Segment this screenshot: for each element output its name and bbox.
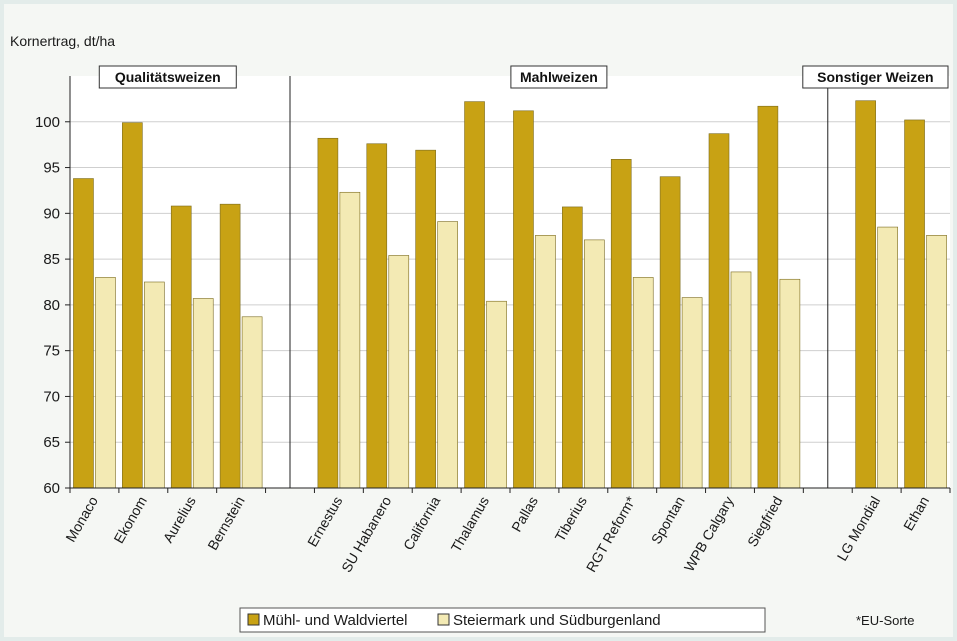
legend-box	[239, 607, 766, 633]
group-header-label: Qualitätsweizen	[115, 69, 221, 85]
bar-series-1-wpb-calgary	[708, 133, 730, 489]
legend-label-series-1: Mühl- und Waldviertel	[263, 612, 408, 629]
bar-series-2-tiberius	[584, 239, 605, 489]
y-tick-label: 95	[43, 160, 60, 177]
group-header-box	[98, 65, 237, 89]
y-axis-label: Kornertrag, dt/ha	[10, 33, 115, 49]
x-tick-label: Thalamus	[448, 494, 493, 555]
y-tick-label: 65	[43, 434, 60, 451]
legend-swatch-series-2	[437, 613, 450, 626]
y-tick-label: 90	[43, 205, 60, 222]
x-tick-label: SU Habanero	[338, 493, 394, 575]
bar-series-1-bernstein	[219, 203, 241, 489]
chart: Kornertrag, dt/ha 60 65 70 75 80 85 90 95 100 Mo…	[10, 33, 951, 633]
x-tick-label: Bernstein	[204, 494, 247, 553]
bar-series-1-tiberius	[562, 206, 583, 489]
x-tick-label: Ekonom	[110, 494, 150, 546]
x-tick-label: Ernestus	[304, 494, 345, 550]
group-separators	[289, 76, 829, 488]
bar-series-1-siegfried	[757, 105, 779, 489]
y-tick-label: 70	[43, 388, 60, 405]
bar-series-2-wpb-calgary	[730, 271, 752, 489]
bar-series-1-ekonom	[122, 122, 143, 489]
bar-series-2-lg-mondial	[877, 226, 898, 489]
bar-series-1-monaco	[73, 178, 94, 489]
bar-series-2-california	[437, 221, 458, 489]
y-tick-label: 100	[35, 114, 60, 131]
bar-series-2-ethan	[926, 235, 947, 489]
bar-series-2-bernstein	[241, 316, 263, 489]
bar-series-1-lg-mondial	[855, 100, 876, 489]
x-tick-label: Siegfried	[744, 494, 785, 550]
group-headers: Qualitätsweizen Mahlweizen Sonstiger Weize…	[98, 65, 949, 89]
y-tick-label: 85	[43, 251, 60, 268]
group-header-label: Mahlweizen	[520, 69, 598, 85]
y-tick-label: 80	[43, 297, 60, 314]
gridlines	[65, 121, 951, 493]
bar-series-2-spontan	[681, 297, 703, 489]
group-header-box	[802, 65, 949, 89]
y-tick-labels: 60 65 70 75 80 85 90 95 100	[35, 114, 60, 497]
y-tick-label: 75	[43, 343, 60, 360]
x-tick-label: California	[400, 493, 444, 552]
plot-area	[70, 76, 950, 488]
bar-series-1-ethan	[904, 119, 925, 489]
axes	[69, 76, 950, 489]
bar-series-1-ernestus	[317, 137, 339, 489]
bar-series-1-su-habanero	[366, 143, 388, 489]
bars	[73, 100, 947, 489]
group-header-box	[510, 65, 608, 89]
chart-panel: Kornertrag, dt/ha 60 65 70 75 80 85 90 95 100 Mo…	[4, 4, 953, 637]
bar-series-1-rgt-reform-	[610, 159, 632, 489]
bar-series-1-thalamus	[464, 101, 485, 489]
bar-series-2-pallas	[535, 235, 556, 489]
bar-series-2-su-habanero	[388, 255, 410, 489]
bar-series-1-pallas	[513, 110, 534, 489]
legend-label-series-2: Steiermark und Südburgenland	[453, 612, 661, 629]
bar-series-2-siegfried	[779, 278, 801, 489]
bar-series-2-ekonom	[144, 281, 165, 489]
x-tick-label: Spontan	[648, 494, 688, 547]
x-tick-label: Tiberius	[551, 494, 589, 545]
bar-series-2-aurelius	[192, 298, 214, 489]
legend: Mühl- und Waldviertel Steiermark und Süd…	[239, 607, 766, 633]
x-tick-label: Monaco	[62, 493, 101, 544]
bar-series-2-ernestus	[339, 191, 361, 489]
bar-series-2-thalamus	[486, 300, 507, 489]
bar-series-1-aurelius	[170, 205, 192, 489]
footnote: *EU-Sorte	[856, 613, 915, 628]
x-tick-label: Ethan	[900, 494, 932, 534]
bar-series-1-california	[415, 149, 436, 489]
x-tick-label: RGT Reform*	[583, 493, 639, 575]
group-header-label: Sonstiger Weizen	[817, 69, 933, 85]
bar-series-2-rgt-reform-	[632, 277, 654, 489]
bar-series-2-monaco	[95, 277, 116, 489]
x-tick-label: Pallas	[508, 494, 541, 535]
x-tick-labels: Monaco Ekonom Aurelius Bernstein ErnestusSU …	[62, 493, 932, 575]
bar-series-1-spontan	[659, 176, 681, 489]
x-tick-label: LG Mondial	[834, 494, 884, 564]
legend-swatch-series-1	[247, 613, 260, 626]
y-tick-label: 60	[43, 480, 60, 497]
x-tick-label: Aurelius	[160, 494, 199, 546]
x-tick-label: WPB Calgary	[681, 494, 737, 575]
